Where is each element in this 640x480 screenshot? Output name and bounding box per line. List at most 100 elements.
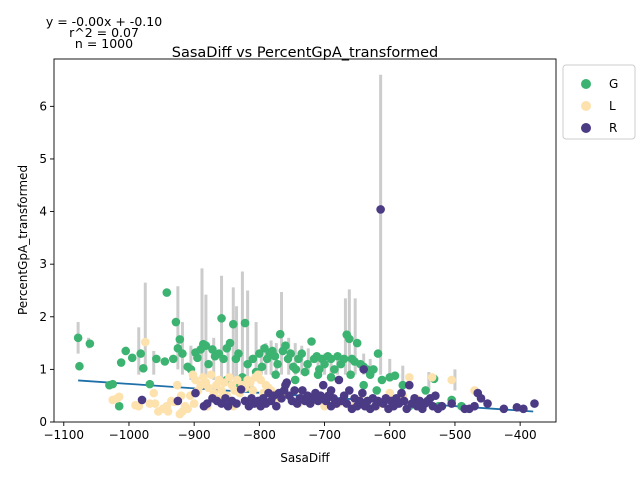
equation-annotation: y = -0.00x + -0.10 (46, 14, 162, 29)
data-point-g (273, 359, 282, 369)
data-point-l (248, 386, 258, 395)
data-point-g (421, 386, 430, 395)
legend-marker-g (581, 79, 591, 89)
data-point-g (345, 334, 354, 344)
data-point-l (217, 386, 226, 395)
data-point-l (232, 375, 242, 385)
data-point-g (127, 353, 137, 363)
data-point-l (114, 392, 124, 402)
data-point-g (234, 349, 243, 358)
chart-title: SasaDiff vs PercentGpA_transformed (172, 45, 438, 61)
data-point-r (437, 401, 447, 411)
data-point-l (149, 388, 159, 398)
data-point-g (373, 349, 383, 358)
data-point-g (313, 370, 323, 379)
data-point-g (145, 379, 155, 389)
x-tick-label: −800 (243, 428, 276, 442)
data-point-g (225, 338, 235, 348)
legend-box (562, 64, 636, 140)
data-point-g (114, 401, 124, 411)
x-tick-label: −400 (504, 428, 537, 442)
plot-frame (53, 58, 557, 423)
data-point-g (162, 288, 172, 297)
data-point-r (397, 388, 406, 398)
x-tick-label: −1000 (109, 428, 150, 442)
data-point-r (326, 386, 336, 395)
x-axis-label: SasaDiff (280, 451, 330, 465)
data-point-r (499, 404, 509, 414)
data-point-g (243, 359, 252, 369)
n-annotation: n = 1000 (75, 36, 133, 51)
legend-label-g: G (609, 77, 618, 91)
data-point-g (307, 337, 316, 346)
data-point-l (256, 375, 265, 385)
data-point-r (402, 404, 412, 414)
data-point-r (281, 380, 290, 390)
data-point-g (359, 380, 368, 390)
data-point-g (330, 365, 339, 374)
data-point-g (75, 361, 84, 371)
data-point-r (191, 388, 200, 398)
y-axis-ticks: 0 1 2 3 4 5 6 (39, 99, 54, 429)
data-point-g (372, 386, 382, 395)
data-point-g (255, 349, 264, 358)
data-point-g (320, 359, 329, 369)
data-point-g (290, 375, 300, 385)
data-point-g (271, 370, 280, 379)
data-point-g (73, 333, 83, 343)
data-point-l (447, 375, 456, 385)
data-point-g (240, 318, 250, 328)
data-point-g (171, 317, 181, 327)
y-tick-label: 6 (39, 99, 47, 113)
data-point-l (172, 380, 182, 390)
data-point-g (108, 379, 117, 389)
y-tick-label: 5 (39, 152, 47, 166)
data-point-g (300, 367, 310, 377)
y-axis-label: PercentGpA_transformed (16, 165, 30, 315)
data-point-r (221, 394, 230, 403)
data-point-g (326, 372, 336, 382)
data-point-g (175, 335, 185, 344)
data-point-g (193, 353, 202, 363)
data-point-g (208, 345, 217, 354)
data-point-l (191, 375, 200, 385)
data-point-g (178, 349, 187, 358)
x-tick-label: −900 (178, 428, 211, 442)
legend: GLR (562, 64, 636, 140)
data-point-r (483, 399, 492, 408)
data-point-l (189, 399, 199, 408)
data-point-l (427, 372, 437, 382)
data-point-g (257, 362, 267, 372)
data-point-g (275, 329, 285, 339)
data-point-r (277, 394, 286, 403)
x-tick-label: −500 (438, 428, 471, 442)
data-point-r (298, 386, 307, 395)
data-point-g (352, 338, 362, 348)
data-point-r (470, 401, 479, 411)
data-point-g (326, 354, 336, 364)
data-point-g (339, 354, 349, 364)
data-point-r (290, 386, 299, 395)
data-point-r (316, 391, 325, 400)
data-point-r (431, 391, 440, 400)
x-tick-label: −700 (308, 428, 341, 442)
data-point-g (291, 365, 301, 374)
data-point-g (228, 319, 238, 329)
data-point-g (139, 364, 148, 373)
data-point-r (339, 391, 349, 400)
data-point-l (163, 407, 173, 416)
data-point-g (217, 314, 226, 323)
data-point-l (245, 378, 255, 387)
data-point-g (248, 354, 258, 364)
data-point-g (201, 341, 211, 351)
data-point-r (399, 396, 409, 406)
data-point-g (85, 339, 95, 348)
data-point-g (116, 358, 126, 367)
x-tick-label: −1100 (43, 428, 84, 442)
data-point-g (286, 349, 295, 358)
data-point-r (272, 401, 281, 411)
data-point-g (346, 370, 355, 379)
data-points (73, 205, 539, 419)
data-point-g (390, 371, 400, 381)
